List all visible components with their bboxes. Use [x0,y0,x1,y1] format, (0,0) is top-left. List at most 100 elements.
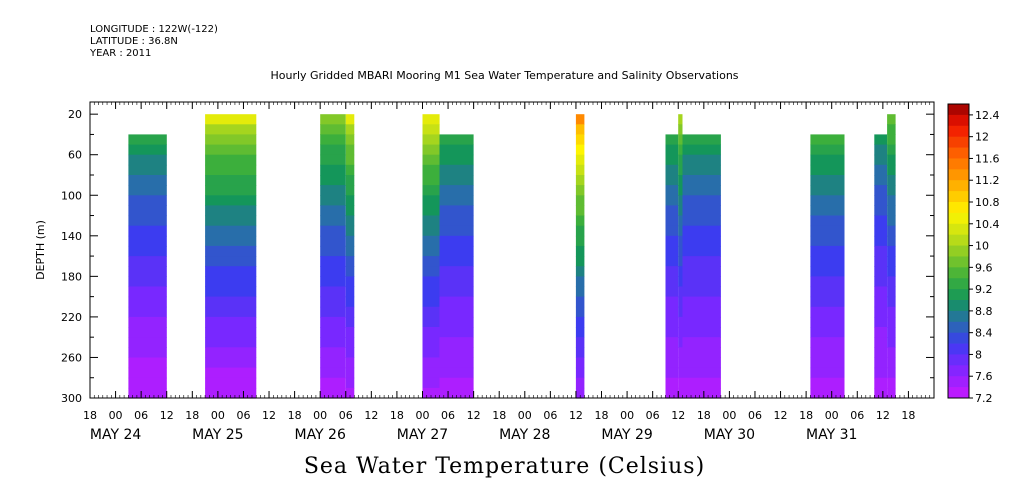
temperature-cell [887,144,896,156]
temperature-cell [887,316,896,328]
temperature-cell [320,367,346,379]
temperature-cell [887,205,896,217]
temperature-cell [887,164,896,176]
temperature-cell [887,377,896,389]
data-block [887,114,896,399]
temperature-cell [887,387,896,399]
temperature-cell [575,266,585,277]
colorbar-segment [948,180,969,192]
y-tick-label: 60 [68,149,82,162]
temperature-cell [128,245,167,257]
temperature-cell [810,256,845,267]
temperature-cell [320,154,346,166]
temperature-cell [205,225,257,237]
temperature-cell [128,185,167,196]
temperature-cell [345,235,355,247]
temperature-cell [874,276,888,288]
temperature-cell [874,144,888,156]
y-tick-label: 180 [61,270,82,283]
temperature-cell [874,164,888,176]
temperature-cell [575,114,585,125]
temperature-cell [345,286,355,298]
x-tick-label: 12 [467,409,481,422]
temperature-cell [682,387,721,399]
variable-title: Sea Water Temperature (Celsius) [303,454,706,479]
temperature-cell [575,387,585,399]
x-tick-label: 18 [799,409,813,422]
colorbar-segment [948,158,969,170]
temperature-cell [678,114,683,125]
temperature-cell [205,256,257,267]
temperature-cell [887,215,896,227]
temperature-cell [575,306,585,318]
temperature-cell [575,316,585,328]
temperature-cell [320,337,346,348]
temperature-cell [345,377,355,389]
temperature-cell [439,225,474,237]
temperature-cell [439,316,474,328]
temperature-cell [205,175,257,186]
temperature-cell [682,266,721,277]
temperature-cell [439,306,474,318]
temperature-cell [665,337,679,348]
temperature-cell [887,266,896,277]
temperature-cell [320,347,346,358]
temperature-cell [128,337,167,348]
temperature-cell [678,337,683,348]
temperature-cell [422,215,440,227]
temperature-cell [345,245,355,257]
temperature-cell [128,164,167,176]
temperature-cell [128,286,167,298]
temperature-cell [345,134,355,146]
temperature-cell [682,164,721,176]
colorbar-label: 7.2 [975,392,993,405]
temperature-cell [810,286,845,298]
temperature-cell [874,306,888,318]
colorbar-frame [947,103,970,399]
temperature-cell [345,316,355,328]
temperature-cell [345,175,355,186]
temperature-cell [665,134,679,146]
y-axis-label: DEPTH (m) [34,220,47,280]
temperature-cell [887,124,896,135]
temperature-cell [678,205,683,217]
temperature-cell [682,276,721,288]
temperature-cell [205,195,257,206]
temperature-cell [422,195,440,206]
temperature-cell [205,144,257,156]
temperature-cell [665,327,679,338]
temperature-cell [345,215,355,227]
temperature-cell [205,296,257,308]
temperature-cell [320,357,346,369]
temperature-cell [422,164,440,176]
temperature-cell [665,306,679,318]
temperature-cell [422,266,440,277]
x-tick-label: 00 [211,409,225,422]
temperature-cell [128,296,167,308]
temperature-cell [320,316,346,328]
temperature-cell [810,387,845,399]
temperature-cell [682,286,721,298]
temperature-cell [422,245,440,257]
temperature-cell [439,387,474,399]
temperature-cell [887,357,896,369]
temperature-cell [422,134,440,146]
x-day-label: MAY 30 [704,427,755,443]
temperature-cell [810,296,845,308]
temperature-cell [810,195,845,206]
colorbar-label: 10.4 [975,218,1000,231]
temperature-cell [810,306,845,318]
temperature-cell [678,276,683,288]
temperature-cell [439,144,474,156]
temperature-cell [665,296,679,308]
temperature-cell [665,357,679,369]
chart-title: Hourly Gridded MBARI Mooring M1 Sea Wate… [270,69,739,82]
temperature-cell [874,266,888,277]
temperature-cell [320,134,346,146]
temperature-cell [665,245,679,257]
temperature-cell [678,215,683,227]
x-tick-label: 18 [185,409,199,422]
temperature-cell [205,316,257,328]
colorbar-segment [948,267,969,279]
colorbar-label: 12.4 [975,109,1000,122]
